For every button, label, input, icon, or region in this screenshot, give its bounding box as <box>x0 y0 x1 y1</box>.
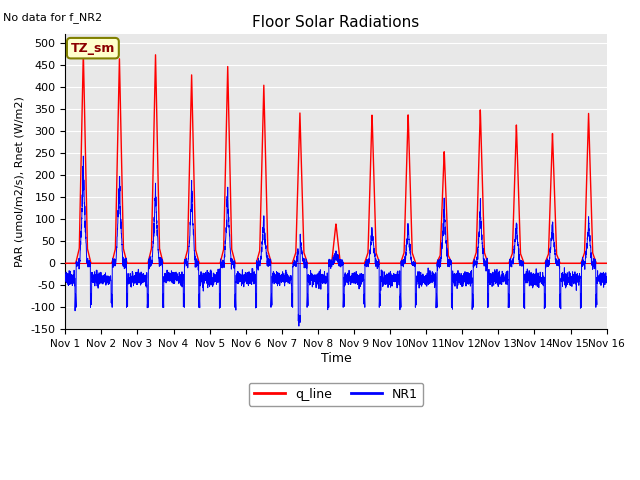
Title: Floor Solar Radiations: Floor Solar Radiations <box>252 15 420 30</box>
Y-axis label: PAR (umol/m2/s), Rnet (W/m2): PAR (umol/m2/s), Rnet (W/m2) <box>15 96 25 267</box>
X-axis label: Time: Time <box>321 352 351 365</box>
Text: No data for f_NR2: No data for f_NR2 <box>3 12 102 23</box>
Text: TZ_sm: TZ_sm <box>70 42 115 55</box>
Legend: q_line, NR1: q_line, NR1 <box>249 383 423 406</box>
